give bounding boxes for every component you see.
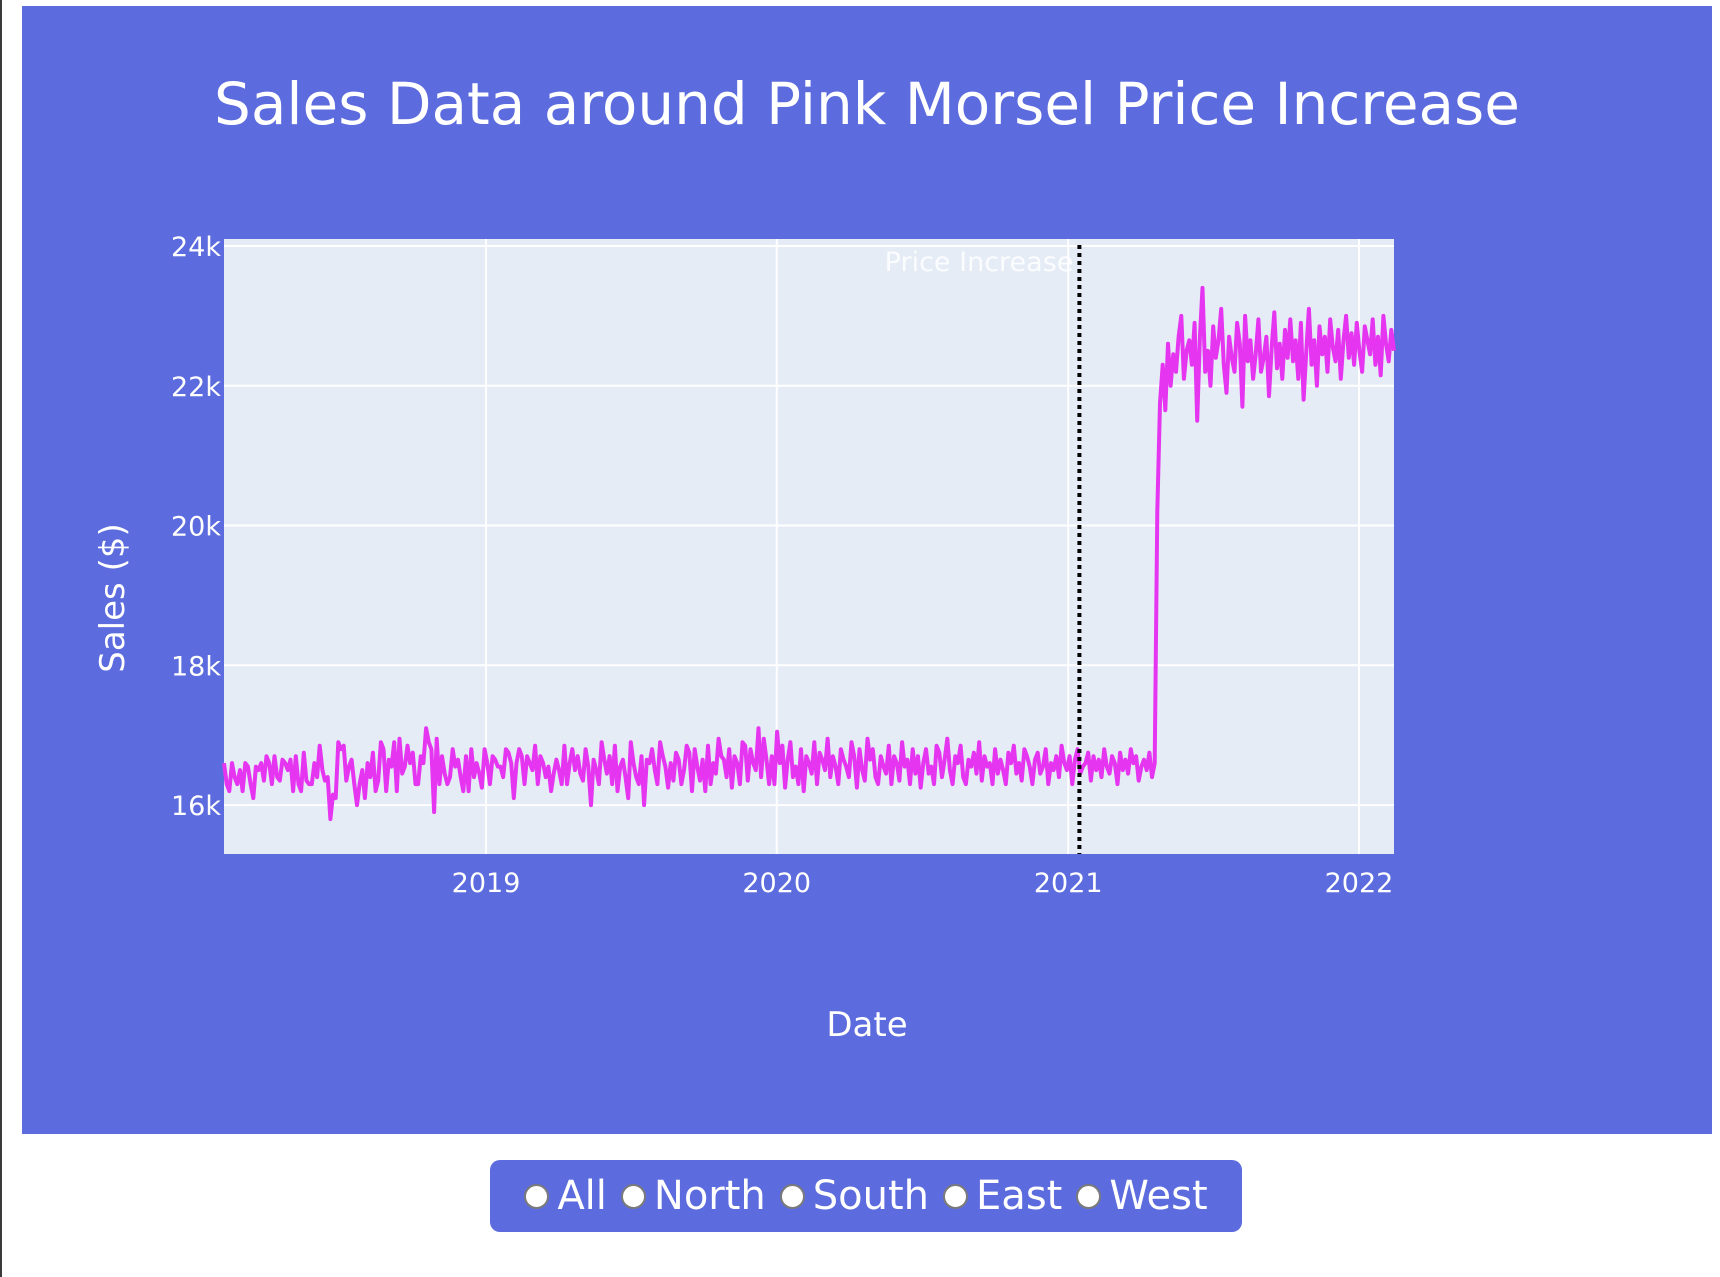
x-tick-label: 2022 — [1325, 868, 1394, 899]
radio-button-east[interactable] — [943, 1183, 969, 1209]
plot-area-group: 16k 18k 20k 22k 24k 2019 2020 2021 2022 Price Inc… — [171, 232, 1396, 899]
radio-label-all: All — [557, 1173, 607, 1219]
y-tick-label: 24k — [171, 232, 221, 263]
radio-button-west[interactable] — [1076, 1183, 1102, 1209]
chart-title: Sales Data around Pink Morsel Price Incr… — [214, 70, 1520, 138]
y-tick-label: 22k — [171, 372, 221, 403]
x-tick-label: 2021 — [1034, 868, 1103, 899]
radio-option-south[interactable]: South — [779, 1173, 930, 1219]
x-tick-label: 2020 — [742, 868, 811, 899]
radio-option-east[interactable]: East — [943, 1176, 1062, 1216]
radio-button-all[interactable] — [524, 1183, 550, 1209]
y-tick-label: 16k — [171, 791, 221, 822]
sales-line-chart: Sales Data around Pink Morsel Price Incr… — [93, 70, 1520, 1045]
y-tick-label: 18k — [171, 651, 221, 682]
x-tick-label: 2019 — [452, 868, 521, 899]
radio-button-south[interactable] — [779, 1183, 805, 1209]
radio-label-south: South — [812, 1173, 930, 1219]
region-radio-group: All North South East West — [490, 1160, 1242, 1232]
radio-option-all[interactable]: All — [524, 1176, 607, 1216]
sales-series-line — [222, 285, 1396, 822]
radio-button-north[interactable] — [620, 1183, 646, 1209]
radio-label-west: West — [1109, 1173, 1208, 1219]
radio-label-east: East — [976, 1173, 1063, 1219]
window-edge — [0, 0, 2, 1277]
radio-option-west[interactable]: West — [1076, 1173, 1208, 1219]
y-tick-label: 20k — [171, 512, 221, 543]
radio-option-north[interactable]: North — [620, 1173, 766, 1219]
price-increase-label: Price Increase — [885, 247, 1074, 278]
x-axis-title: Date — [826, 1005, 907, 1045]
chart-panel: Sales Data around Pink Morsel Price Incr… — [22, 6, 1712, 1134]
radio-label-north: North — [653, 1173, 766, 1219]
y-axis-title: Sales ($) — [93, 523, 133, 672]
